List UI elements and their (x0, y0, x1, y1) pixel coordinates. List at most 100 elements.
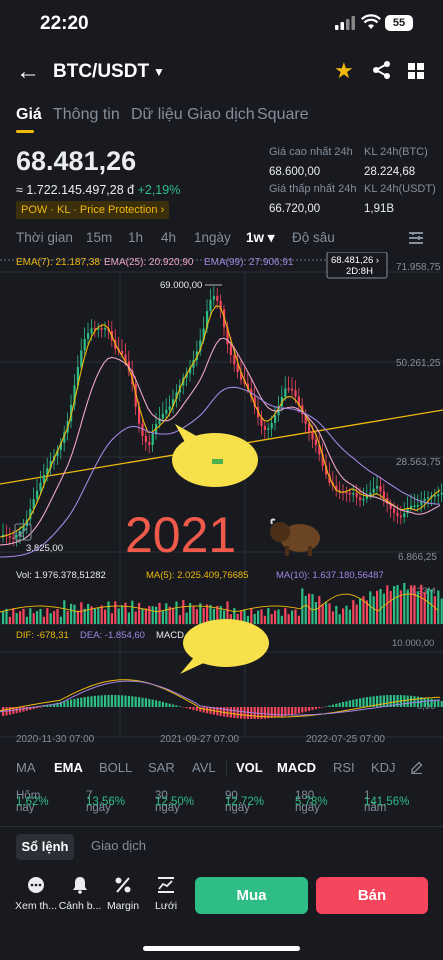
grid-label: Lưới (154, 900, 178, 912)
share-icon[interactable] (372, 60, 392, 80)
tab-orderbook[interactable]: Sổ lệnh (16, 834, 74, 860)
price-tag-value: 68.481,26 › (331, 255, 379, 266)
stat-low: Giá thấp nhất 24h 66.720,00 (269, 183, 356, 215)
indicator-tabs: MA EMA BOLL SAR AVL VOL MACD RSI KDJ (0, 760, 443, 780)
more-label: Xem th... (14, 900, 57, 912)
y-label-4: 6.866,25 (398, 552, 437, 563)
fiat-price: ≈ 1.722.145.497,28 đ +2,19% (16, 183, 180, 197)
ma10-label: MA(10): 1.637.180,56487 (276, 570, 384, 581)
buy-button[interactable]: Mua (195, 877, 308, 914)
margin-button[interactable]: Margin (99, 876, 147, 912)
perf-7d-value: 13,56% (86, 796, 126, 808)
chart-settings-icon[interactable] (409, 232, 423, 244)
ind-kdj[interactable]: KDJ (371, 760, 396, 775)
status-bar: 22:20 55 (0, 0, 443, 48)
macd-top-label: 10.000,00 (392, 638, 434, 649)
indicator-divider (226, 760, 227, 776)
back-arrow-icon[interactable]: ← (16, 58, 40, 85)
ema99-label: EMA(99): 27.906,91 (204, 257, 294, 268)
annotation-year: 2021 (125, 507, 236, 563)
margin-label: Margin (106, 900, 140, 912)
stat-high-label: Giá cao nhất 24h (269, 146, 353, 158)
tab-trades[interactable]: Giao dịch (91, 838, 146, 853)
pair-title[interactable]: BTC/USDT (53, 61, 150, 82)
tf-time[interactable]: Thời gian (16, 230, 73, 245)
ind-avl[interactable]: AVL (192, 760, 216, 775)
macd-histogram (0, 679, 443, 719)
clock: 22:20 (40, 13, 89, 34)
bottom-actions: Xem th... Cảnh b... Margin Lưới (0, 876, 443, 920)
ind-macd[interactable]: MACD (277, 760, 316, 775)
ind-rsi[interactable]: RSI (333, 760, 355, 775)
tab-square[interactable]: Square (257, 106, 309, 123)
low-marker: 3.825,00 (26, 543, 63, 554)
wifi-icon (361, 14, 381, 29)
favorite-star-icon[interactable]: ★ (334, 58, 354, 83)
ind-ema[interactable]: EMA (54, 760, 83, 775)
tf-1h[interactable]: 1h (128, 230, 144, 245)
alert-label: Cảnh b... (58, 900, 102, 912)
tab-info[interactable]: Thông tin (53, 106, 120, 123)
perf-30d-label: 30 ngày (155, 790, 180, 814)
y-label-2: 50.261,25 (396, 358, 441, 369)
tf-1day[interactable]: 1ngày (194, 230, 231, 245)
dif-label: DIF: -678,31 (16, 630, 69, 641)
more-button[interactable]: Xem th... (12, 876, 60, 912)
ind-vol[interactable]: VOL (236, 760, 263, 775)
caret-down-icon[interactable]: ▼ (153, 65, 165, 79)
stat-vol-usdt-label: KL 24h(USDT) (364, 183, 436, 195)
perf-180d-label: 180 ngày (295, 790, 320, 814)
tab-trading-data[interactable]: Dữ liệu Giao dịch (131, 106, 255, 123)
main-tabs: Giá Thông tin Dữ liệu Giao dịch Square (0, 104, 443, 134)
last-price: 68.481,26 (16, 146, 137, 176)
ma5-label: MA(5): 2.025.409,76685 (146, 570, 248, 581)
vol-label: Vol: 1.976.378,51282 (16, 570, 106, 581)
comment-bubble-2 (180, 619, 269, 674)
grid-button[interactable]: Lưới (142, 876, 190, 912)
price-protection-tag[interactable]: POW · KL · Price Protection › (16, 201, 170, 219)
bison-emoji-icon (270, 518, 320, 556)
stat-vol-btc: KL 24h(BTC) 28.224,68 (364, 146, 428, 178)
date-label-3: 2022-07-25 07:00 (306, 734, 385, 745)
comment-bubble (172, 424, 258, 487)
divider (0, 826, 443, 827)
top-bar: ← BTC/USDT ▼ ★ (0, 52, 443, 92)
candlestick-chart[interactable]: EMA(7): 21.187,38 EMA(25): 20.920,90 EMA… (0, 252, 443, 752)
price-change: +2,19% (137, 183, 181, 197)
timeframe-bar: Thời gian 15m 1h 4h 1ngày 1w ▾ Độ sâu (0, 230, 443, 250)
stat-vol-usdt: KL 24h(USDT) 1,91B (364, 183, 436, 215)
alert-button[interactable]: Cảnh b... (56, 876, 104, 912)
stat-high: Giá cao nhất 24h 68.600,00 (269, 146, 353, 178)
y-label-3: 28.563,75 (396, 457, 441, 468)
tf-depth[interactable]: Độ sâu (292, 230, 335, 245)
bell-icon (73, 877, 87, 894)
performance-row: Hôm nay 1,62% 7 ngày 13,56% 30 ngày 12,50% … (0, 790, 443, 824)
more-icon (28, 877, 44, 893)
grid-trade-icon (158, 877, 174, 893)
ema-lines (0, 305, 441, 558)
y-label-1: 71.958,75 (396, 262, 441, 273)
expand-icon[interactable] (14, 523, 32, 541)
price-tag-box (326, 252, 388, 279)
fiat-value: ≈ 1.722.145.497,28 đ (16, 183, 135, 197)
ind-sar[interactable]: SAR (148, 760, 175, 775)
edit-pencil-icon[interactable] (410, 761, 423, 774)
margin-icon (115, 877, 131, 893)
home-indicator (143, 946, 300, 951)
perf-1y-value: 141,56% (364, 796, 410, 808)
active-tab-underline (16, 130, 34, 133)
macd-zero-label: 0,00 (417, 701, 436, 712)
stat-low-label: Giá thấp nhất 24h (269, 183, 357, 195)
sell-button[interactable]: Bán (316, 877, 428, 914)
tf-15m[interactable]: 15m (86, 230, 113, 245)
ind-ma[interactable]: MA (16, 760, 36, 775)
perf-7d-label: 7 ngày (86, 790, 111, 814)
tab-price[interactable]: Giá (16, 106, 42, 123)
ind-boll[interactable]: BOLL (99, 760, 133, 775)
perf-180d-value: 5,78% (295, 796, 328, 808)
stat-low-value: 66.720,00 (269, 203, 321, 215)
stat-vol-btc-label: KL 24h(BTC) (364, 146, 428, 158)
layout-grid-icon[interactable] (408, 63, 424, 79)
tf-1w[interactable]: 1w ▾ (246, 230, 275, 245)
tf-4h[interactable]: 4h (161, 230, 177, 245)
